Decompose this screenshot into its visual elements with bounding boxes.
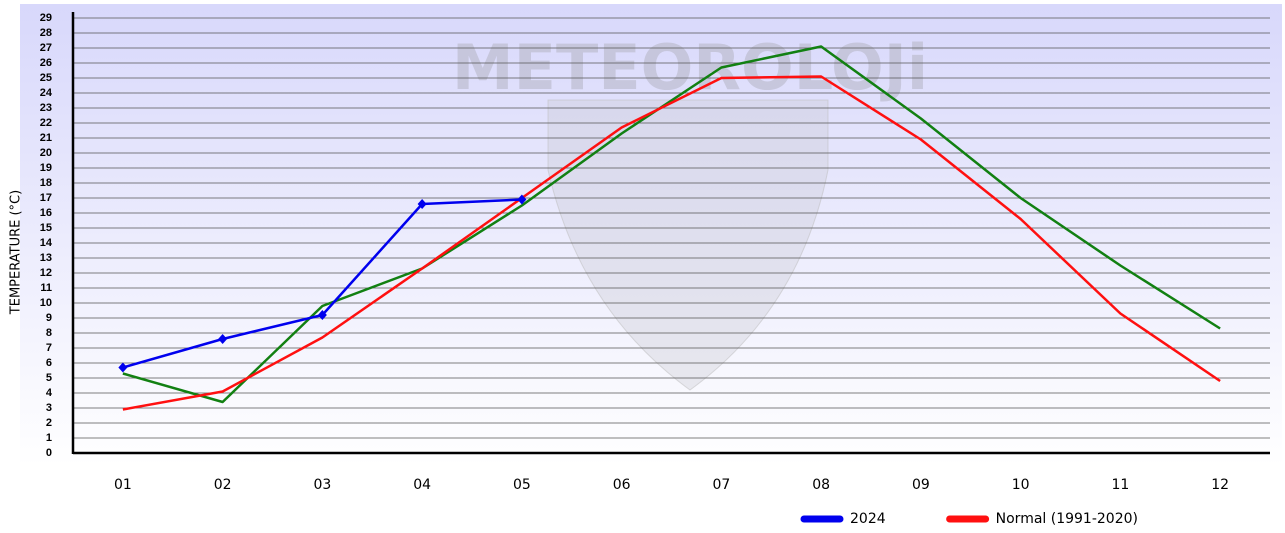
legend-label: Normal (1991-2020) [996, 511, 1138, 527]
y-tick-label: 18 [40, 177, 52, 189]
x-tick-label: 05 [513, 477, 531, 493]
y-tick-label: 20 [40, 147, 52, 159]
y-tick-label: 17 [40, 192, 52, 204]
y-tick-label: 27 [40, 42, 52, 54]
y-tick-label: 12 [40, 267, 52, 279]
y-tick-label: 3 [46, 402, 52, 414]
x-tick-label: 11 [1111, 477, 1129, 493]
x-tick-label: 12 [1211, 477, 1229, 493]
y-tick-label: 15 [40, 222, 52, 234]
y-tick-label: 25 [40, 72, 52, 84]
y-tick-label: 28 [40, 27, 52, 39]
chart: METEOROLOJi TEMPERATURE (°C) 01234567891… [0, 0, 1285, 533]
y-tick-label: 16 [40, 207, 52, 219]
y-tick-label: 5 [46, 372, 52, 384]
y-axis-label: TEMPERATURE (°C) [9, 190, 24, 315]
x-tick-label: 06 [613, 477, 631, 493]
y-tick-label: 0 [46, 447, 52, 459]
y-tick-label: 4 [46, 387, 53, 399]
y-tick-label: 23 [40, 102, 52, 114]
y-tick-label: 24 [40, 87, 53, 99]
y-tick-label: 2 [46, 417, 52, 429]
y-tick-label: 14 [40, 237, 53, 249]
y-tick-label: 8 [46, 327, 52, 339]
y-tick-label: 1 [46, 432, 52, 444]
y-tick-label: 6 [46, 357, 52, 369]
x-tick-label: 04 [413, 477, 431, 493]
x-tick-label: 02 [214, 477, 232, 493]
x-tick-label: 09 [912, 477, 930, 493]
y-tick-label: 13 [40, 252, 52, 264]
y-tick-label: 29 [40, 12, 52, 24]
x-tick-label: 01 [114, 477, 132, 493]
x-tick-label: 08 [812, 477, 830, 493]
y-tick-label: 9 [46, 312, 52, 324]
y-tick-label: 11 [40, 282, 52, 294]
y-tick-label: 10 [40, 297, 52, 309]
x-tick-label: 10 [1012, 477, 1030, 493]
legend-label: 2024 [850, 511, 886, 527]
x-tick-label: 03 [313, 477, 331, 493]
x-tick-label: 07 [712, 477, 730, 493]
y-tick-label: 26 [40, 57, 52, 69]
y-tick-label: 7 [46, 342, 52, 354]
y-tick-label: 21 [40, 132, 52, 144]
y-tick-label: 19 [40, 162, 52, 174]
y-tick-label: 22 [40, 117, 52, 129]
